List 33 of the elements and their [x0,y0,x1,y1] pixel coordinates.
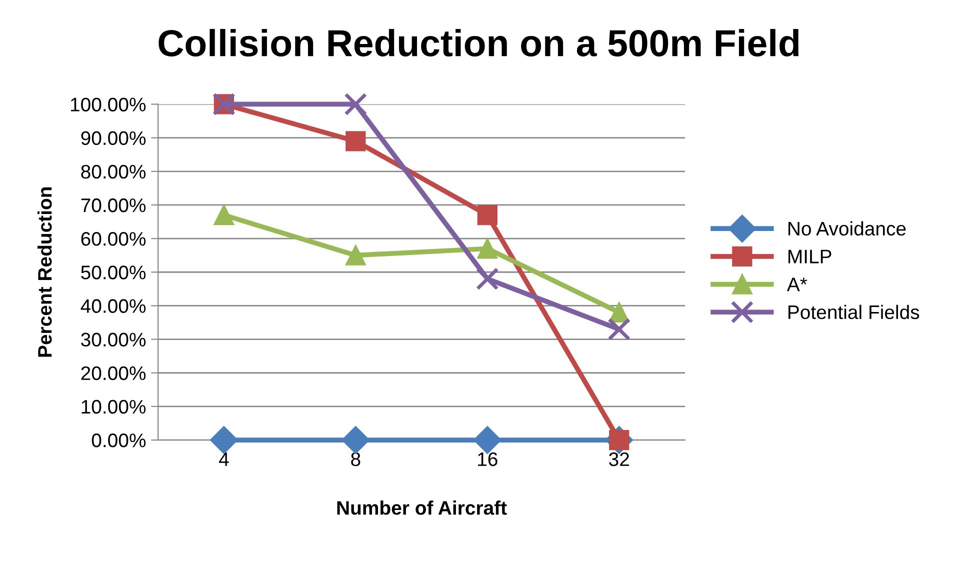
point [477,204,498,226]
x-tick-label: 32 [609,452,629,466]
y-tick-label: 50.00% [81,266,146,280]
point [210,426,238,454]
x-tick-label: 16 [478,452,498,466]
y-tick-label: 40.00% [80,299,146,313]
point [346,131,366,152]
y-tick-label: 80.00% [81,164,146,179]
y-axis-title: Percent Reduction [37,187,52,357]
y-tick-label: 60.00% [81,232,146,246]
y-tick-label: 100.00% [70,98,146,112]
y-tick-label: 20.00% [81,366,146,380]
x-tick-label: 4 [218,452,229,466]
legend-label: Potential Fields [788,304,920,320]
legend-label: MILP [788,250,832,264]
legend-label: A* [786,278,808,292]
y-tick-label: 90.00% [81,131,146,146]
x-axis-title: Number of Aircraft [337,500,507,515]
legend-label: No Avoidance [788,221,906,236]
point [476,267,499,290]
point [344,92,368,116]
y-tick-label: 10.00% [82,400,146,414]
point [608,318,631,341]
point [346,245,366,266]
point [342,426,370,454]
x-tick-label: 8 [351,452,360,466]
y-tick-label: 70.00% [81,198,146,212]
y-tick-label: 0.00% [92,434,146,448]
chart-title: Collision Reduction on a 500m Field [158,28,798,56]
y-tick-label: 30.00% [81,332,146,347]
point [474,426,502,454]
point [477,238,498,259]
point [214,204,234,226]
